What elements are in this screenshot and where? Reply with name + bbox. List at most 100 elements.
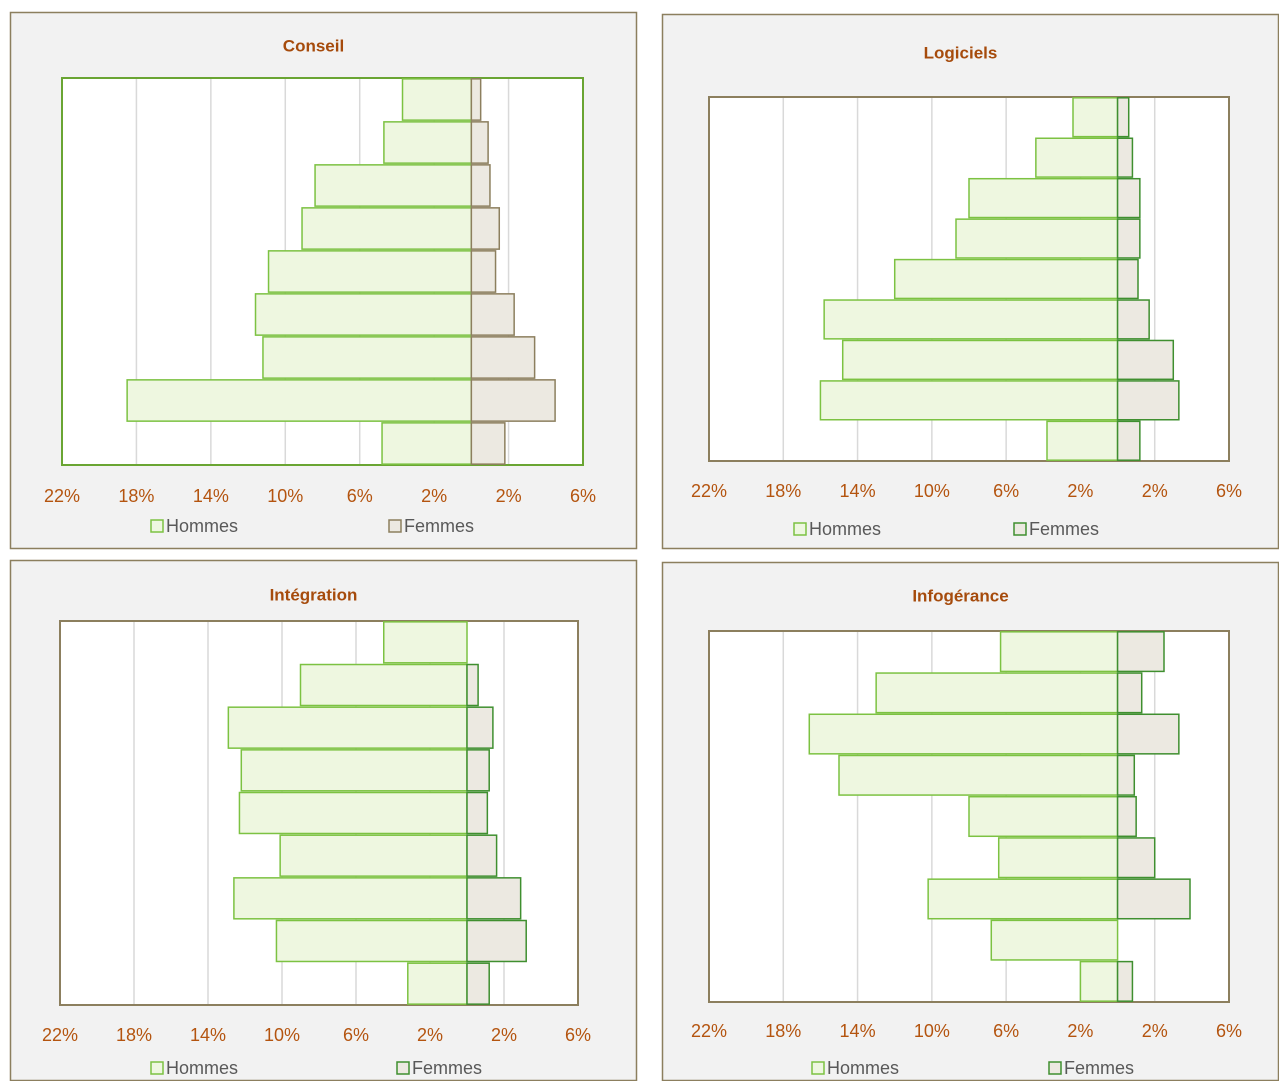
x-tick-label: 6% <box>565 1025 591 1045</box>
bar <box>1116 299 1150 340</box>
bar <box>893 258 1119 300</box>
plot-border <box>708 96 1230 462</box>
legend-swatch <box>396 1061 410 1075</box>
x-tick-label: 10% <box>267 486 303 506</box>
bar <box>1116 420 1141 461</box>
legend-swatch <box>388 519 402 533</box>
x-tick-label: 2% <box>1067 1021 1093 1041</box>
bar <box>470 250 497 293</box>
plot-border <box>708 630 1230 1003</box>
legend-swatch <box>1048 1061 1062 1075</box>
bar <box>233 877 468 920</box>
x-tick-label: 14% <box>840 481 876 501</box>
x-tick-label: 18% <box>765 1021 801 1041</box>
bar <box>126 379 473 422</box>
bar <box>470 164 491 207</box>
bar <box>1116 177 1141 219</box>
x-tick-label: 2% <box>1142 481 1168 501</box>
bar <box>823 299 1119 340</box>
x-tick-label: 18% <box>116 1025 152 1045</box>
bar <box>997 837 1119 879</box>
legend-label: Femmes <box>404 516 474 536</box>
bar <box>1116 960 1134 1002</box>
bar <box>466 706 494 749</box>
bar <box>383 121 473 164</box>
chart: 22% 18% 14% 10% 6% 2% 2% 6% Hommes Femmes Infogéra… <box>661 561 1279 1081</box>
bar <box>1046 420 1119 461</box>
bar <box>1116 754 1136 796</box>
x-tick-label: 14% <box>193 486 229 506</box>
chart-title: Conseil <box>283 36 344 55</box>
x-tick-label: 2% <box>417 1025 443 1045</box>
bar <box>1116 380 1180 421</box>
x-tick-label: 2% <box>496 486 522 506</box>
bar <box>1116 258 1139 300</box>
legend-label: Hommes <box>827 1058 899 1078</box>
bar <box>1116 97 1130 138</box>
bar <box>1116 339 1175 381</box>
x-tick-label: 22% <box>691 481 727 501</box>
legend-swatch <box>1013 522 1027 536</box>
bar <box>1116 878 1191 920</box>
bar <box>470 422 506 465</box>
bar <box>1116 672 1143 714</box>
bar <box>238 791 468 835</box>
chart-title: Intégration <box>270 585 358 604</box>
x-tick-label: 22% <box>42 1025 78 1045</box>
legend-label: Hommes <box>809 519 881 539</box>
x-tick-label: 6% <box>993 1021 1019 1041</box>
x-tick-label: 22% <box>691 1021 727 1041</box>
legend-label: Hommes <box>166 1058 238 1078</box>
x-tick-label: 14% <box>840 1021 876 1041</box>
bar <box>968 795 1119 838</box>
x-tick-label: 2% <box>421 486 447 506</box>
bar <box>808 713 1119 755</box>
bar <box>470 336 536 379</box>
x-tick-label: 2% <box>1142 1021 1168 1041</box>
x-tick-label: 10% <box>914 1021 950 1041</box>
legend-label: Hommes <box>166 516 238 536</box>
bar <box>383 621 468 664</box>
bar <box>466 791 489 835</box>
bar <box>470 293 515 336</box>
bar <box>466 663 479 707</box>
x-tick-label: 18% <box>118 486 154 506</box>
chart: 22% 18% 14% 10% 6% 2% 2% 6% Hommes Femmes Intégrat… <box>9 559 638 1081</box>
bar <box>381 422 473 465</box>
x-tick-label: 14% <box>190 1025 226 1045</box>
bar <box>1116 713 1180 755</box>
bar <box>819 380 1119 421</box>
bar <box>254 293 473 336</box>
x-tick-label: 6% <box>343 1025 369 1045</box>
chart: 22% 18% 14% 10% 6% 2% 2% 6% Hommes Femmes Conseil <box>9 11 638 550</box>
bar <box>466 877 522 920</box>
bar <box>262 336 473 379</box>
bar <box>466 962 490 1005</box>
x-tick-label: 18% <box>765 481 801 501</box>
x-tick-label: 22% <box>44 486 80 506</box>
chart: 22% 18% 14% 10% 6% 2% 2% 6% Hommes Femmes Logiciel… <box>661 13 1279 550</box>
bar <box>301 207 473 250</box>
bar <box>875 672 1119 714</box>
legend-label: Femmes <box>412 1058 482 1078</box>
bar <box>470 121 489 164</box>
plot-border <box>59 620 579 1006</box>
bar <box>240 749 468 792</box>
x-tick-label: 10% <box>914 481 950 501</box>
bar <box>470 379 556 422</box>
x-tick-label: 2% <box>1067 481 1093 501</box>
bar <box>401 78 473 121</box>
x-tick-label: 6% <box>993 481 1019 501</box>
x-tick-label: 2% <box>491 1025 517 1045</box>
bar <box>968 177 1119 219</box>
bar <box>1116 218 1141 259</box>
bar <box>1116 837 1156 879</box>
x-tick-label: 6% <box>1216 1021 1242 1041</box>
bar <box>466 749 490 792</box>
bar <box>1079 960 1119 1002</box>
bar <box>227 706 468 749</box>
legend-swatch <box>150 519 164 533</box>
bar <box>1116 631 1165 673</box>
bar <box>314 164 473 207</box>
